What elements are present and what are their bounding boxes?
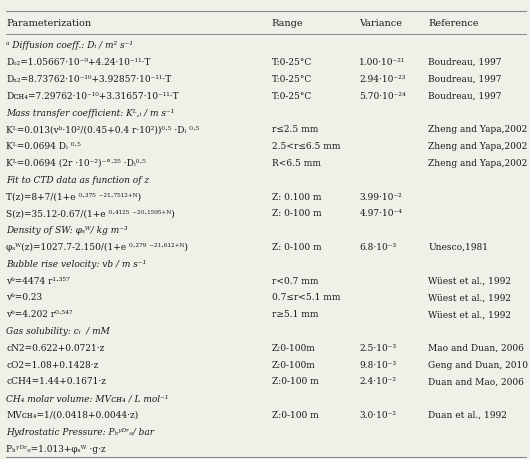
- Text: Kᴸ=0.0694 Dᵢ ⁰·⁵: Kᴸ=0.0694 Dᵢ ⁰·⁵: [6, 142, 81, 151]
- Text: Kᴸ=0.013(vᵇ·10²/(0.45+0.4 r·10²))⁰·⁵ ·Dᵢ ⁰·⁵: Kᴸ=0.013(vᵇ·10²/(0.45+0.4 r·10²))⁰·⁵ ·Dᵢ…: [6, 125, 200, 134]
- Text: r<0.7 mm: r<0.7 mm: [272, 276, 319, 285]
- Text: 6.8·10⁻³: 6.8·10⁻³: [359, 242, 396, 252]
- Text: 5.70·10⁻²⁴: 5.70·10⁻²⁴: [359, 91, 406, 101]
- Text: r≥5.1 mm: r≥5.1 mm: [272, 309, 319, 319]
- Text: cCH4=1.44+0.1671·z: cCH4=1.44+0.1671·z: [6, 376, 107, 386]
- Text: Zheng and Yapa,2002: Zheng and Yapa,2002: [428, 159, 527, 168]
- Text: Parameterization: Parameterization: [6, 19, 92, 28]
- Text: Kᴸ=0.0694 (2r ·10⁻²)⁻°·²⁵ ·Dᵢ⁰·⁵: Kᴸ=0.0694 (2r ·10⁻²)⁻°·²⁵ ·Dᵢ⁰·⁵: [6, 159, 146, 168]
- Text: Mass transfer coefficient: Kᴸ,ᵢ / m s⁻¹: Mass transfer coefficient: Kᴸ,ᵢ / m s⁻¹: [6, 108, 175, 118]
- Text: MVᴄʜ₄=1/(0.0418+0.0044·z): MVᴄʜ₄=1/(0.0418+0.0044·z): [6, 410, 139, 419]
- Text: 2.5<r≤6.5 mm: 2.5<r≤6.5 mm: [272, 142, 340, 151]
- Text: Z:0-100m: Z:0-100m: [272, 360, 316, 369]
- Text: 2.4·10⁻²: 2.4·10⁻²: [359, 376, 396, 386]
- Text: φₛᵂ(z)=1027.7-2.150/(1+e ⁰·²⁷⁹ ⁻²¹·⁶¹²⁺ᴺ): φₛᵂ(z)=1027.7-2.150/(1+e ⁰·²⁷⁹ ⁻²¹·⁶¹²⁺ᴺ…: [6, 242, 188, 252]
- Text: Duan and Mao, 2006: Duan and Mao, 2006: [428, 376, 524, 386]
- Text: Pₕʸᴰʳₒ=1.013+φₛᵂ ·g·z: Pₕʸᴰʳₒ=1.013+φₛᵂ ·g·z: [6, 444, 106, 453]
- Text: Density of SW: φₛᵂ/ kg m⁻³: Density of SW: φₛᵂ/ kg m⁻³: [6, 226, 128, 235]
- Text: Dₒ₂=1.05667·10⁻⁹+4.24·10⁻¹¹·T: Dₒ₂=1.05667·10⁻⁹+4.24·10⁻¹¹·T: [6, 58, 151, 67]
- Text: r≤2.5 mm: r≤2.5 mm: [272, 125, 318, 134]
- Text: Wüest et al., 1992: Wüest et al., 1992: [428, 309, 511, 319]
- Text: 9.8·10⁻³: 9.8·10⁻³: [359, 360, 396, 369]
- Text: Z: 0.100 m: Z: 0.100 m: [272, 192, 321, 201]
- Text: Z:0-100 m: Z:0-100 m: [272, 376, 319, 386]
- Text: Dᴄʜ₄=7.29762·10⁻¹⁰+3.31657·10⁻¹¹·T: Dᴄʜ₄=7.29762·10⁻¹⁰+3.31657·10⁻¹¹·T: [6, 91, 179, 101]
- Text: Range: Range: [272, 19, 304, 28]
- Text: CH₄ molar volume: MVᴄʜ₄ / L mol⁻¹: CH₄ molar volume: MVᴄʜ₄ / L mol⁻¹: [6, 393, 169, 402]
- Text: vᵇ=4474 r¹·³⁵⁷: vᵇ=4474 r¹·³⁵⁷: [6, 276, 70, 285]
- Text: Zheng and Yapa,2002: Zheng and Yapa,2002: [428, 142, 527, 151]
- Text: 0.7≤r<5.1 mm: 0.7≤r<5.1 mm: [272, 293, 340, 302]
- Text: Z:0-100m: Z:0-100m: [272, 343, 316, 352]
- Text: 2.94·10⁻²³: 2.94·10⁻²³: [359, 75, 406, 84]
- Text: Wüest et al., 1992: Wüest et al., 1992: [428, 276, 511, 285]
- Text: Z:0-100 m: Z:0-100 m: [272, 410, 319, 419]
- Text: ᵃ Diffusion coeff.: Dᵢ / m² s⁻¹: ᵃ Diffusion coeff.: Dᵢ / m² s⁻¹: [6, 41, 134, 50]
- Text: Bubble rise velocity: vb / m s⁻¹: Bubble rise velocity: vb / m s⁻¹: [6, 259, 147, 268]
- Text: Boudreau, 1997: Boudreau, 1997: [428, 91, 502, 101]
- Text: Dₙ₂=8.73762·10⁻¹⁰+3.92857·10⁻¹¹·T: Dₙ₂=8.73762·10⁻¹⁰+3.92857·10⁻¹¹·T: [6, 75, 172, 84]
- Text: S(z)=35.12-0.67/(1+e ⁰·⁴¹²⁵ ⁻²⁰·¹⁵⁹⁵⁺ᴺ): S(z)=35.12-0.67/(1+e ⁰·⁴¹²⁵ ⁻²⁰·¹⁵⁹⁵⁺ᴺ): [6, 209, 175, 218]
- Text: Fit to CTD data as function of z: Fit to CTD data as function of z: [6, 175, 149, 185]
- Text: T(z)=8+7/(1+e ⁰·³⁷⁵ ⁻²¹·⁷⁵¹²⁺ᴺ): T(z)=8+7/(1+e ⁰·³⁷⁵ ⁻²¹·⁷⁵¹²⁺ᴺ): [6, 192, 142, 201]
- Text: 2.5·10⁻³: 2.5·10⁻³: [359, 343, 396, 352]
- Text: T:0-25°C: T:0-25°C: [272, 75, 312, 84]
- Text: Hydrostatic Pressure: Pₕʸᴰʳₒ/ bar: Hydrostatic Pressure: Pₕʸᴰʳₒ/ bar: [6, 427, 154, 436]
- Text: Z: 0-100 m: Z: 0-100 m: [272, 209, 322, 218]
- Text: vᵇ=4.202 r⁰·⁵⁴⁷: vᵇ=4.202 r⁰·⁵⁴⁷: [6, 309, 73, 319]
- Text: 3.0·10⁻²: 3.0·10⁻²: [359, 410, 396, 419]
- Text: Gas solubility: cᵢ  / mM: Gas solubility: cᵢ / mM: [6, 326, 110, 335]
- Text: T:0-25°C: T:0-25°C: [272, 58, 312, 67]
- Text: Boudreau, 1997: Boudreau, 1997: [428, 75, 502, 84]
- Text: 1.00·10⁻²¹: 1.00·10⁻²¹: [359, 58, 406, 67]
- Text: 4.97·10⁻⁴: 4.97·10⁻⁴: [359, 209, 402, 218]
- Text: cO2=1.08+0.1428·z: cO2=1.08+0.1428·z: [6, 360, 99, 369]
- Text: Reference: Reference: [428, 19, 479, 28]
- Text: Z: 0-100 m: Z: 0-100 m: [272, 242, 322, 252]
- Text: vᵇ=0.23: vᵇ=0.23: [6, 293, 42, 302]
- Text: Zheng and Yapa,2002: Zheng and Yapa,2002: [428, 125, 527, 134]
- Text: Mao and Duan, 2006: Mao and Duan, 2006: [428, 343, 524, 352]
- Text: T:0-25°C: T:0-25°C: [272, 91, 312, 101]
- Text: Variance: Variance: [359, 19, 402, 28]
- Text: 3.99·10⁻²: 3.99·10⁻²: [359, 192, 402, 201]
- Text: Boudreau, 1997: Boudreau, 1997: [428, 58, 502, 67]
- Text: cN2=0.622+0.0721·z: cN2=0.622+0.0721·z: [6, 343, 105, 352]
- Text: Duan et al., 1992: Duan et al., 1992: [428, 410, 507, 419]
- Text: Geng and Duan, 2010: Geng and Duan, 2010: [428, 360, 528, 369]
- Text: Wüest et al., 1992: Wüest et al., 1992: [428, 293, 511, 302]
- Text: R<6.5 mm: R<6.5 mm: [272, 159, 321, 168]
- Text: Unesco,1981: Unesco,1981: [428, 242, 488, 252]
